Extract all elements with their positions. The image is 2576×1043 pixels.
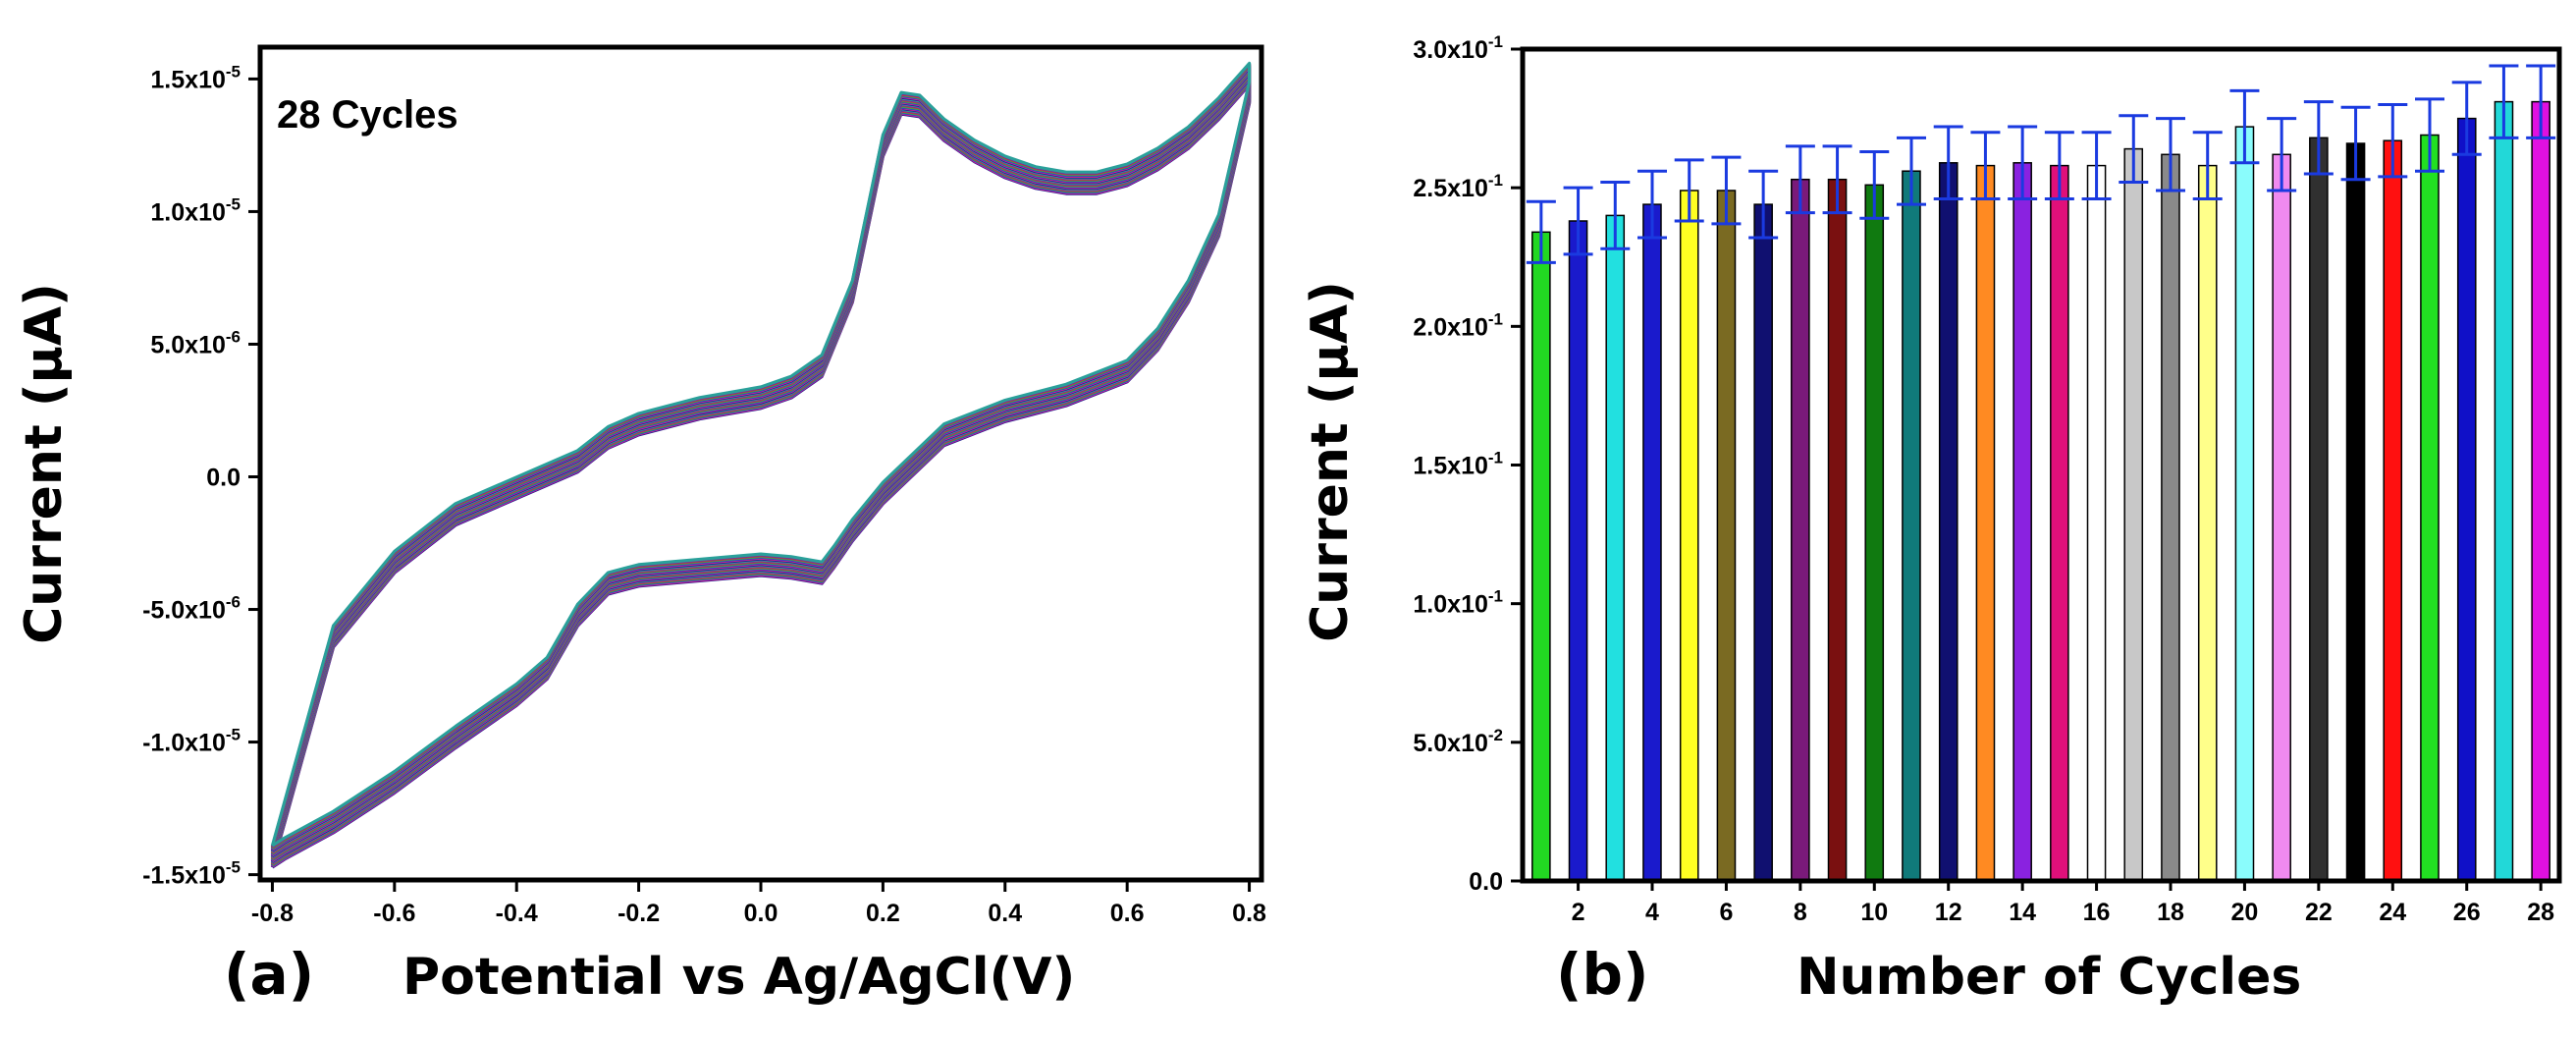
- x-tick-label-b: 6: [1719, 899, 1733, 926]
- bar-cycle-27: [2494, 100, 2514, 882]
- cv-cycle-7: [270, 78, 1252, 864]
- cv-cycle-5: [270, 80, 1252, 866]
- x-tick-label-b: 4: [1645, 899, 1659, 926]
- panel-a: -0.8 -0.6 -0.4 -0.2 0.0 0.2 0.4 0.6 0.8 -1.5x10-5…: [15, 44, 1266, 1008]
- cv-cycle-8: [270, 78, 1252, 863]
- bar-cycle-13: [1975, 164, 1996, 882]
- x-tick-label-b: 22: [2305, 899, 2333, 926]
- bar-cycle-26: [2456, 117, 2477, 882]
- y-tick-label-a: 1.0x10-5: [150, 194, 241, 226]
- x-tick-label-a: -0.4: [496, 900, 538, 927]
- y-tick-label-b: 0.0: [1469, 868, 1503, 896]
- y-axis-title-a: Current (µA): [15, 283, 74, 644]
- bar-cycle-3: [1605, 214, 1626, 882]
- x-tick-label-b: 16: [2083, 899, 2111, 926]
- x-tick-label-b: 2: [1572, 899, 1585, 926]
- panel-b-label: (b): [1556, 941, 1649, 1008]
- bar-cycle-20: [2234, 126, 2255, 882]
- bar-cycle-5: [1679, 190, 1699, 882]
- x-tick-label-b: 8: [1794, 899, 1807, 926]
- x-tick-label-b: 14: [2009, 899, 2036, 926]
- cv-cycle-10: [270, 76, 1252, 862]
- cv-cycle-3: [270, 82, 1252, 867]
- panel-a-ticks: -0.8 -0.6 -0.4 -0.2 0.0 0.2 0.4 0.6 0.8 -1.5x10-5…: [142, 62, 1266, 927]
- x-tick-label-a: -0.2: [617, 900, 660, 927]
- y-tick-label-b: 1.5x10-1: [1413, 449, 1503, 480]
- x-tick-label-b: 12: [1935, 899, 1962, 926]
- panel-b-plot-frame: [1520, 46, 2562, 884]
- bar-cycle-21: [2272, 153, 2291, 882]
- panel-a-label: (a): [224, 941, 314, 1008]
- bar-cycle-2: [1568, 220, 1588, 882]
- cycles-annotation: 28 Cycles: [277, 93, 458, 137]
- x-tick-label-a: -0.6: [373, 900, 415, 927]
- x-tick-label-a: 0.0: [744, 900, 778, 927]
- panel-b: 0.0 5.0x10-2 1.0x10-1 1.5x10-1 2.0x10-1 2.5x1…: [1301, 32, 2562, 1008]
- bar-cycle-17: [2123, 147, 2144, 882]
- y-tick-label-a: -5.0x10-6: [142, 593, 241, 625]
- x-tick-label-a: 0.4: [988, 900, 1022, 927]
- bar-cycle-12: [1938, 162, 1959, 882]
- cv-cycle-2: [270, 82, 1252, 868]
- bar-cycle-23: [2345, 142, 2366, 882]
- bar-cycle-18: [2161, 153, 2180, 882]
- cv-cycle-6: [270, 79, 1252, 865]
- cv-cycle-1: [270, 82, 1252, 869]
- x-axis-title-a: Potential vs Ag/AgCl(V): [402, 948, 1075, 1007]
- bar-cycle-28: [2531, 100, 2550, 882]
- bar-cycle-24: [2383, 139, 2403, 882]
- cv-cycle-4: [270, 81, 1252, 866]
- x-tick-label-b: 24: [2379, 899, 2406, 926]
- bar-cycle-16: [2086, 164, 2107, 882]
- y-tick-label-a: -1.5x10-5: [142, 858, 241, 890]
- y-tick-label-a: 1.5x10-5: [150, 62, 241, 93]
- bar-cycle-7: [1753, 203, 1773, 882]
- y-tick-label-a: -1.0x10-5: [142, 726, 241, 757]
- x-tick-label-b: 20: [2231, 899, 2259, 926]
- panel-b-ticks: 0.0 5.0x10-2 1.0x10-1 1.5x10-1 2.0x10-1 2.5x1…: [1413, 32, 2554, 926]
- bar-cycle-9: [1827, 178, 1848, 882]
- bar-cycle-25: [2420, 134, 2440, 882]
- bars: [1526, 64, 2556, 882]
- cv-cycle-11: [270, 75, 1252, 861]
- cv-cycle-28: [270, 61, 1252, 848]
- y-tick-label-a: 0.0: [206, 465, 241, 492]
- cv-cycle-9: [270, 77, 1252, 862]
- x-tick-label-a: 0.2: [866, 900, 900, 927]
- bar-cycle-11: [1902, 170, 1921, 882]
- x-tick-label-a: 0.6: [1110, 900, 1145, 927]
- x-tick-label-b: 10: [1860, 899, 1888, 926]
- y-axis-title-b: Current (µA): [1301, 281, 1360, 642]
- x-tick-label-b: 18: [2157, 899, 2184, 926]
- y-tick-label-b: 2.5x10-1: [1413, 171, 1503, 202]
- bar-cycle-14: [2012, 162, 2032, 882]
- y-tick-label-a: 5.0x10-6: [150, 327, 241, 358]
- x-tick-label-b: 28: [2527, 899, 2554, 926]
- bar-cycle-6: [1716, 190, 1737, 882]
- y-tick-label-b: 3.0x10-1: [1413, 32, 1503, 64]
- x-tick-label-b: 26: [2453, 899, 2481, 926]
- cv-curves: [270, 61, 1252, 869]
- bar-cycle-19: [2197, 164, 2218, 882]
- bar-cycle-10: [1864, 184, 1885, 882]
- x-tick-label-a: 0.8: [1232, 900, 1266, 927]
- y-tick-label-b: 2.0x10-1: [1413, 309, 1503, 341]
- y-tick-label-b: 1.0x10-1: [1413, 587, 1503, 619]
- bar-cycle-4: [1642, 203, 1662, 882]
- bar-cycle-22: [2309, 137, 2329, 882]
- bar-cycle-15: [2050, 164, 2069, 882]
- y-tick-label-b: 5.0x10-2: [1413, 726, 1503, 757]
- bar-cycle-1: [1531, 231, 1551, 882]
- x-axis-title-b: Number of Cycles: [1797, 948, 2301, 1007]
- bar-cycle-8: [1791, 178, 1810, 882]
- x-tick-label-a: -0.8: [251, 900, 294, 927]
